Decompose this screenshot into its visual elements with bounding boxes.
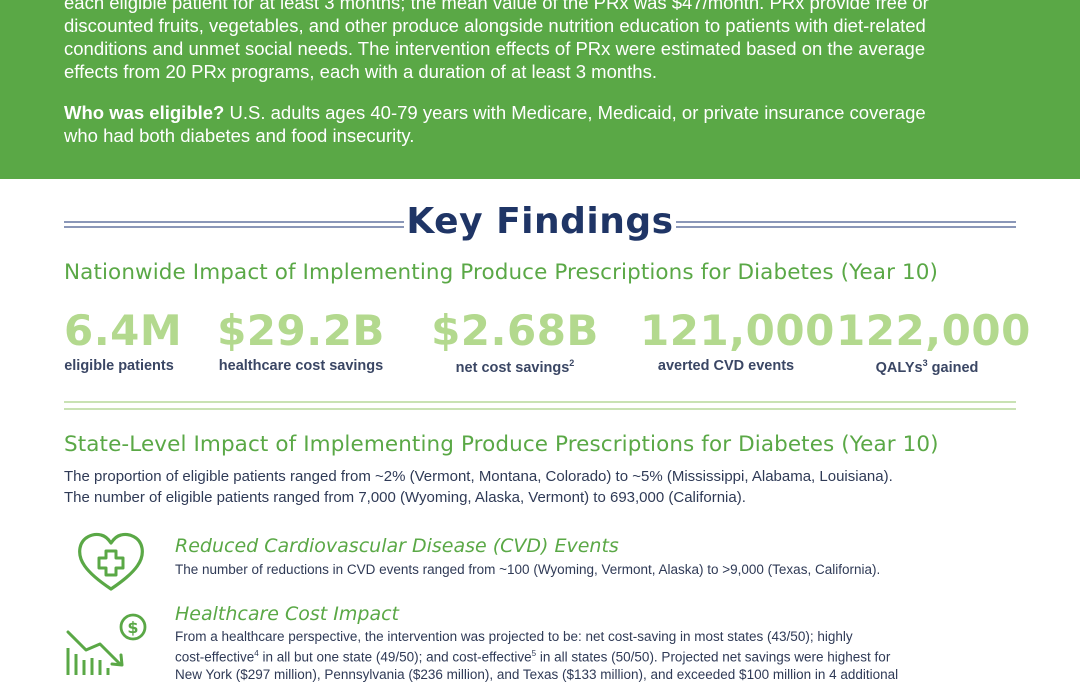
cost-line-3: New York ($297 million), Pennsylvania ($… — [175, 666, 899, 682]
stat-eligible-patients: 6.4M eligible patients — [64, 306, 183, 375]
state-count-text: The number of eligible patients ranged f… — [64, 489, 746, 506]
key-findings-title: Key Findings — [406, 201, 674, 242]
footnote-marker: 3 — [922, 358, 928, 368]
intro-paragraph: each eligible patient for at least 3 mon… — [64, 0, 1024, 83]
cvd-title: Reduced Cardiovascular Disease (CVD) Eve… — [175, 535, 619, 557]
nationwide-impact-title: Nationwide Impact of Implementing Produc… — [64, 260, 939, 285]
stat-qalys-gained: 122,000 QALYs3 gained — [836, 306, 1031, 376]
cost-line-2b: in all but one state (49/50); and cost-e… — [258, 649, 532, 665]
section-divider — [64, 401, 1016, 410]
footnote-marker: 2 — [569, 358, 575, 368]
footnote-marker: 5 — [531, 649, 537, 658]
stat-label: healthcare cost savings — [218, 358, 384, 374]
cost-line-1: From a healthcare perspective, the inter… — [175, 629, 853, 644]
stat-label-suffix: gained — [927, 359, 979, 376]
heart-plus-icon — [78, 532, 144, 591]
eligibility-label: Who was eligible? — [64, 102, 225, 123]
stat-value: $2.68B — [431, 306, 599, 355]
stat-net-cost-savings: $2.68B net cost savings2 — [430, 307, 600, 376]
cost-line-2c: in all states (50/50). Projected net sav… — [536, 649, 891, 665]
intro-line-1: each eligible patient for at least 3 mon… — [64, 0, 929, 13]
stat-healthcare-cost-savings: $29.2B healthcare cost savings — [215, 306, 387, 375]
svg-text:$: $ — [127, 618, 138, 637]
cost-impact-title: Healthcare Cost Impact — [175, 603, 400, 625]
cvd-text: The number of reductions in CVD events r… — [175, 562, 881, 577]
eligibility-line-2: who had both diabetes and food insecurit… — [64, 125, 415, 146]
stat-label: eligible patients — [64, 358, 174, 374]
stat-label: averted CVD events — [657, 358, 795, 374]
state-proportion-text: The proportion of eligible patients rang… — [64, 468, 893, 485]
cost-line-2a: cost-effective — [175, 649, 255, 665]
stat-value: 121,000 — [640, 306, 835, 355]
cost-decline-chart-icon: $ — [66, 613, 147, 675]
stat-label-text: QALYs — [875, 359, 923, 376]
eligibility-paragraph: Who was eligible? U.S. adults ages 40-79… — [64, 101, 1024, 147]
stat-value: $29.2B — [217, 306, 385, 355]
intro-line-2: discounted fruits, vegetables, and other… — [64, 15, 926, 36]
key-findings-rule-right — [676, 221, 1016, 228]
eligibility-line-1: U.S. adults ages 40-79 years with Medica… — [224, 102, 926, 123]
state-impact-title: State-Level Impact of Implementing Produ… — [64, 432, 939, 457]
stat-label: QALYs3 gained — [836, 358, 1018, 376]
footnote-marker: 4 — [254, 649, 259, 658]
stat-label: net cost savings2 — [430, 358, 600, 376]
stat-value: 6.4M — [64, 306, 183, 355]
key-findings-rule-left — [64, 221, 404, 228]
intro-banner: each eligible patient for at least 3 mon… — [0, 0, 1080, 179]
intro-line-3: conditions and unmet social needs. The i… — [64, 38, 926, 59]
stat-averted-cvd-events: 121,000 averted CVD events — [640, 306, 835, 375]
intro-line-4: effects from 20 PRx programs, each with … — [64, 61, 657, 82]
cost-impact-text: From a healthcare perspective, the inter… — [175, 628, 995, 683]
stat-value: 122,000 — [836, 306, 1031, 355]
stat-label-text: net cost savings — [455, 359, 570, 376]
